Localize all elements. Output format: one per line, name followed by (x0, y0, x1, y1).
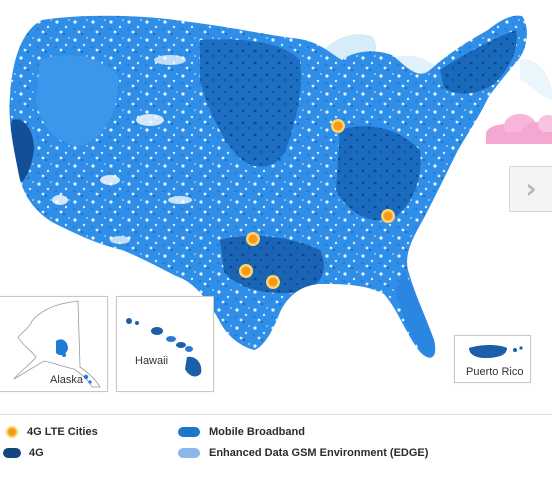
lte-city-swatch (6, 426, 18, 438)
alaska-shape (13, 300, 101, 388)
legend-edge: Enhanced Data GSM Environment (EDGE) (178, 447, 428, 459)
lte-city-marker-core (268, 277, 278, 287)
cloud-icon (486, 114, 552, 144)
mobile-broadband-swatch (178, 427, 200, 437)
legend-mobile-broadband: Mobile Broadband (178, 426, 305, 438)
legend-divider (0, 414, 552, 415)
lte-city-marker-core (333, 121, 343, 131)
hawaii-inset[interactable]: Hawaii (116, 296, 214, 392)
canada-area (520, 59, 552, 100)
puerto-rico-inset[interactable]: Puerto Rico (454, 335, 531, 383)
lte-city-marker-core (241, 266, 251, 276)
legend-mobile-broadband-label: Mobile Broadband (209, 426, 305, 438)
next-button[interactable]: › (509, 166, 552, 212)
legend-edge-label: Enhanced Data GSM Environment (EDGE) (209, 447, 429, 459)
legend-lte-label: 4G LTE Cities (27, 426, 98, 438)
puerto-rico-shape (469, 345, 523, 358)
legend-lte-cities: 4G LTE Cities (6, 426, 98, 438)
lte-city-marker-core (248, 234, 258, 244)
legend-4g: 4G (3, 447, 44, 459)
chevron-right-icon: › (525, 172, 537, 205)
alaska-label: Alaska (50, 374, 84, 386)
lte-markers (239, 119, 395, 289)
edge-swatch (178, 448, 200, 458)
puerto-rico-label: Puerto Rico (466, 366, 524, 378)
legend-4g-label: 4G (29, 447, 44, 459)
hawaii-shape (126, 318, 202, 377)
florida-coverage (396, 270, 436, 357)
4g-swatch (3, 448, 21, 458)
alaska-inset[interactable]: Alaska (0, 296, 108, 392)
hawaii-label: Hawaii (135, 355, 169, 367)
lte-city-marker-core (383, 211, 393, 221)
